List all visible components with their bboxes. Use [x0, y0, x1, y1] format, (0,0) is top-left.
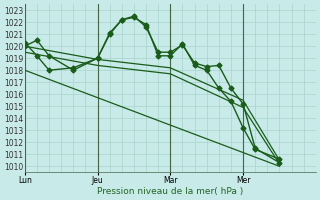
X-axis label: Pression niveau de la mer( hPa ): Pression niveau de la mer( hPa ) [97, 187, 244, 196]
